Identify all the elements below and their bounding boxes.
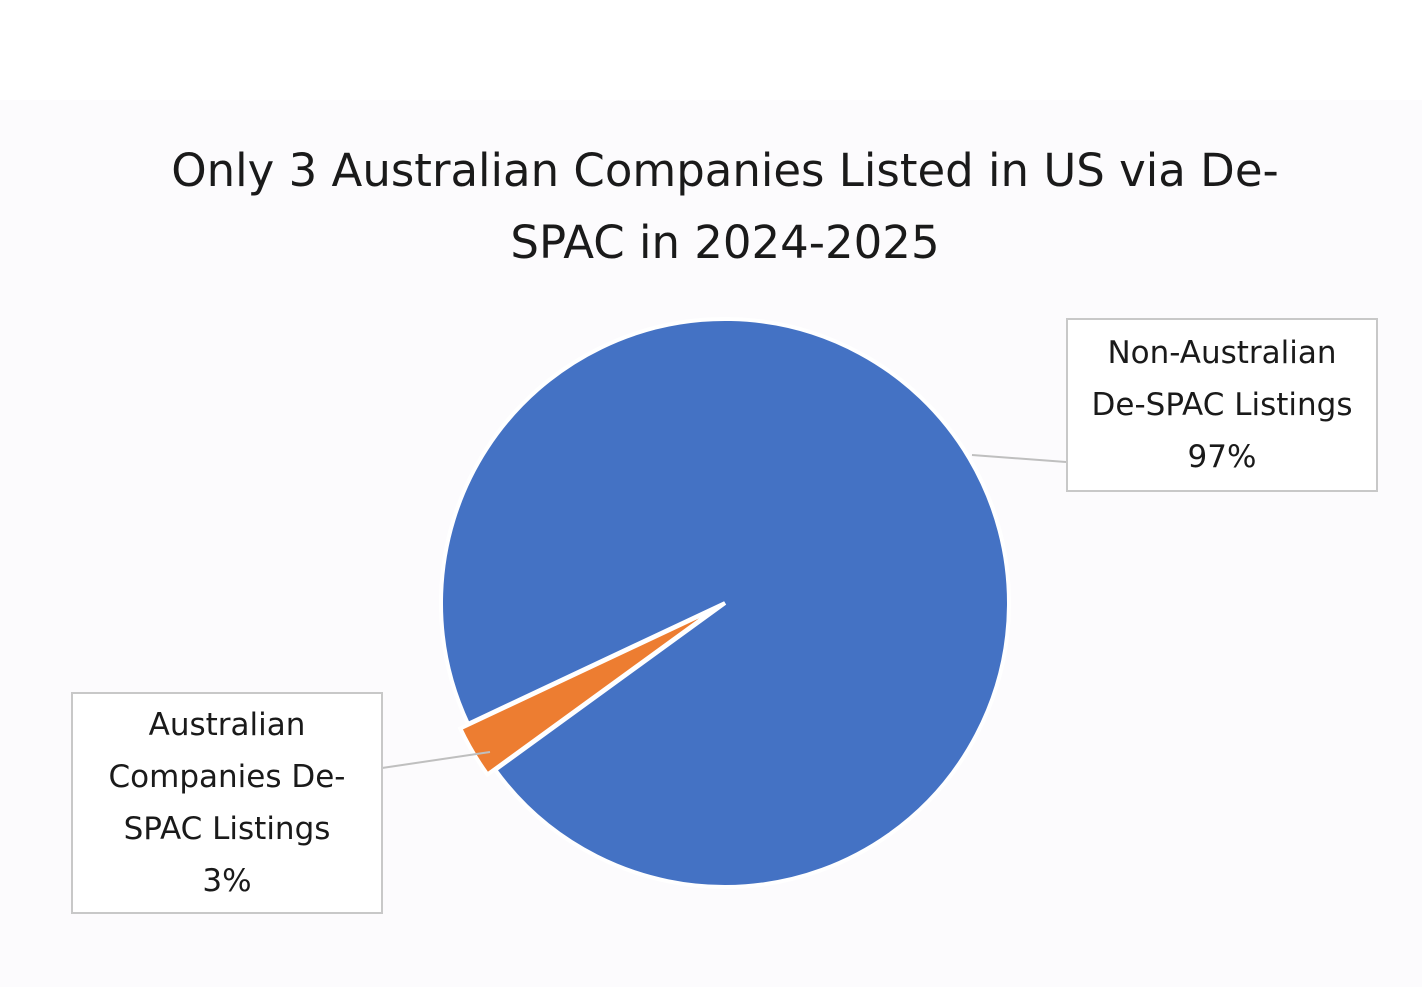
category-label: Australian Companies De-SPAC Listings: [108, 707, 346, 847]
leader-line: [381, 751, 491, 769]
leader-line: [971, 454, 1067, 463]
pie-slice: [457, 605, 719, 778]
data-label-box: Australian Companies De-SPAC Listings 3%: [71, 692, 383, 914]
pie-slice: [439, 317, 1011, 889]
category-label: Non-Australian De-SPAC Listings: [1091, 335, 1353, 423]
value-label: 97%: [1187, 439, 1257, 475]
value-label: 3%: [202, 863, 252, 899]
data-label-box: Non-Australian De-SPAC Listings 97%: [1066, 318, 1378, 492]
chart-title: Only 3 Australian Companies Listed in US…: [171, 144, 1279, 269]
